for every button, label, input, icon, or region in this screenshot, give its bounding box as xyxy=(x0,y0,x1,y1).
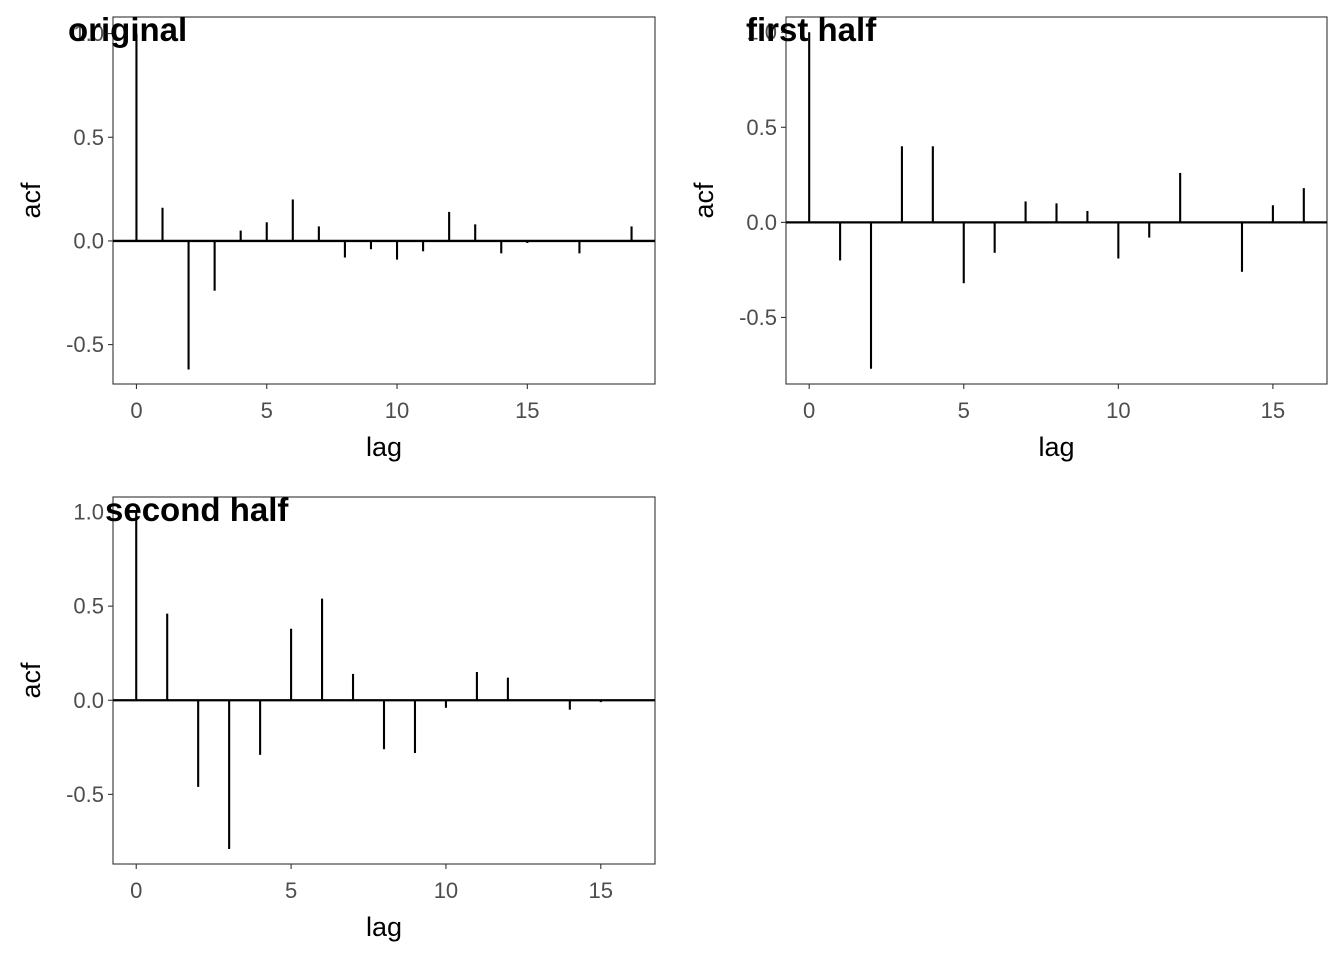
x-axis-title: lag xyxy=(366,432,402,462)
panel-border xyxy=(112,16,656,385)
x-tick-label: 0 xyxy=(130,398,142,423)
x-tick-label: 15 xyxy=(515,398,539,423)
y-axis-title: acf xyxy=(16,182,46,219)
y-tick-label: 0.0 xyxy=(73,228,104,253)
panel-title: original xyxy=(68,11,187,48)
panel-title: first half xyxy=(746,11,877,48)
x-tick-label: 15 xyxy=(589,878,613,903)
panel-border xyxy=(785,16,1328,385)
x-tick-label: 0 xyxy=(803,398,815,423)
y-tick-label: 1.0 xyxy=(73,500,104,525)
x-tick-label: 5 xyxy=(261,398,273,423)
y-tick-label: -0.5 xyxy=(66,332,104,357)
y-tick-label: 0.0 xyxy=(746,210,777,235)
acf-panel-1: -0.5 0.0 0.5 1.0 0 5 10 15 lag acf original xyxy=(16,11,656,462)
x-tick-label: 10 xyxy=(385,398,409,423)
y-tick-label: 0.5 xyxy=(746,115,777,140)
x-tick-label: 5 xyxy=(958,398,970,423)
y-axis-title: acf xyxy=(16,662,46,699)
y-tick-label: -0.5 xyxy=(739,305,777,330)
acf-panel-3: -0.5 0.0 0.5 1.0 0 5 10 15 lag acf second half xyxy=(16,491,656,942)
panel-title: second half xyxy=(105,491,289,528)
x-tick-label: 10 xyxy=(434,878,458,903)
y-tick-label: 1.0 xyxy=(73,21,104,46)
x-tick-label: 10 xyxy=(1106,398,1130,423)
y-tick-label: 0.5 xyxy=(73,125,104,150)
panel-border xyxy=(112,496,656,865)
acf-panel-2: -0.5 0.0 0.5 1.0 0 5 10 15 lag acf first half xyxy=(689,11,1328,462)
x-tick-label: 0 xyxy=(130,878,142,903)
x-axis-title: lag xyxy=(366,912,402,942)
x-tick-label: 15 xyxy=(1261,398,1285,423)
y-tick-label: 0.0 xyxy=(73,688,104,713)
y-axis-title: acf xyxy=(689,182,719,219)
x-tick-label: 5 xyxy=(285,878,297,903)
x-axis-title: lag xyxy=(1038,432,1074,462)
y-tick-label: 0.5 xyxy=(73,594,104,619)
y-tick-label: -0.5 xyxy=(66,782,104,807)
y-tick-label: 1.0 xyxy=(746,20,777,45)
